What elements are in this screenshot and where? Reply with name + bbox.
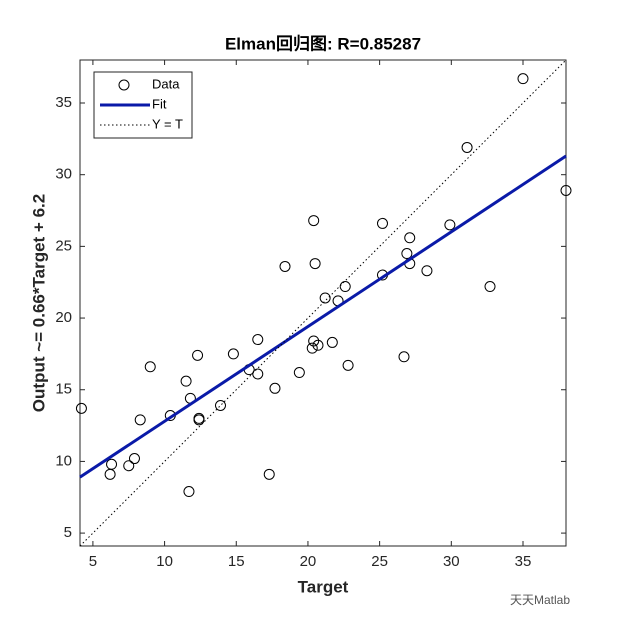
x-tick-label: 35 (515, 553, 532, 570)
x-axis-label: Target (298, 577, 349, 596)
data-point (444, 219, 456, 231)
data-point (183, 486, 195, 498)
x-tick-label: 25 (371, 553, 388, 570)
data-point (144, 361, 156, 373)
data-point (308, 215, 320, 227)
legend-label: Y = T (152, 116, 183, 131)
data-point (319, 292, 331, 304)
data-point (421, 265, 433, 277)
data-point (293, 367, 305, 379)
x-tick-label: 10 (156, 553, 173, 570)
data-point (517, 73, 529, 85)
data-point (123, 460, 135, 472)
data-point (312, 339, 324, 351)
data-point (484, 281, 496, 293)
data-point (128, 453, 140, 465)
series-line (79, 154, 567, 479)
y-axis-label: Output ~= 0.66*Target + 6.2 (29, 194, 48, 412)
data-point (134, 414, 146, 426)
data-point (326, 336, 338, 348)
chart-title: Elman回归图: R=0.85287 (225, 33, 421, 53)
legend-label: Data (152, 76, 180, 91)
y-tick-label: 20 (55, 309, 72, 326)
data-point (376, 217, 388, 229)
watermark: 天天Matlab (510, 593, 570, 607)
data-point (342, 359, 354, 371)
data-point (263, 468, 275, 480)
y-tick-label: 30 (55, 166, 72, 183)
x-tick-label: 15 (228, 553, 245, 570)
data-point (398, 351, 410, 363)
data-point (192, 349, 204, 361)
y-tick-label: 10 (55, 452, 72, 469)
data-point (227, 348, 239, 360)
data-point (279, 260, 291, 272)
data-point (308, 335, 320, 347)
y-tick-label: 5 (64, 524, 72, 541)
data-point (252, 368, 264, 380)
x-tick-label: 20 (300, 553, 317, 570)
data-point (214, 400, 226, 412)
data-point (339, 281, 351, 293)
data-point (309, 258, 321, 270)
y-tick-label: 35 (55, 94, 72, 111)
data-point (75, 402, 87, 414)
data-point (106, 458, 118, 470)
data-point (461, 141, 473, 153)
data-point (269, 382, 281, 394)
x-tick-label: 5 (89, 553, 97, 570)
legend-label: Fit (152, 96, 167, 111)
legend-marker (118, 79, 130, 91)
series-line (79, 59, 567, 547)
y-tick-label: 25 (55, 237, 72, 254)
y-tick-label: 15 (55, 381, 72, 398)
data-point (404, 232, 416, 244)
data-point (401, 248, 413, 260)
data-point (252, 334, 264, 346)
data-point (560, 184, 572, 196)
data-point (306, 342, 318, 354)
data-point (193, 414, 205, 426)
data-point (180, 375, 192, 387)
x-tick-label: 30 (443, 553, 460, 570)
